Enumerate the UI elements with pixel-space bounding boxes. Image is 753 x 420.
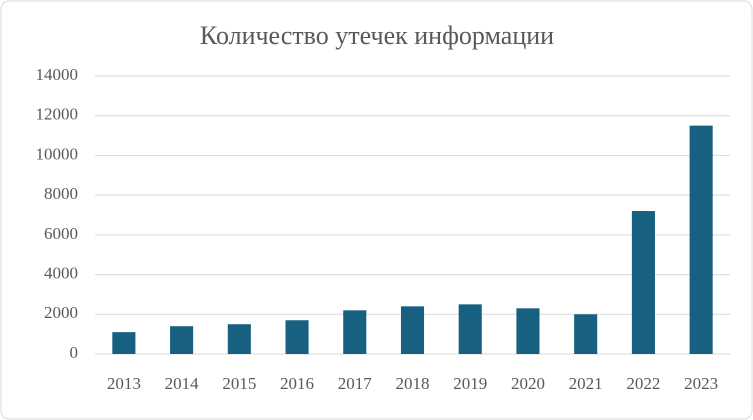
bar: [631, 211, 655, 354]
x-tick-label: 2021: [569, 374, 603, 393]
x-tick-label: 2018: [396, 374, 430, 393]
x-tick-label: 2023: [684, 374, 718, 393]
bar: [458, 304, 482, 354]
y-tick-label: 4000: [44, 263, 78, 282]
x-tick-label: 2022: [626, 374, 660, 393]
y-tick-label: 2000: [44, 303, 78, 322]
bar: [343, 310, 367, 354]
y-tick-label: 6000: [44, 224, 78, 243]
x-tick-label: 2016: [280, 374, 314, 393]
y-tick-label: 10000: [36, 144, 79, 163]
bar: [112, 332, 136, 354]
y-tick-label: 14000: [36, 65, 79, 84]
x-tick-label: 2014: [165, 374, 200, 393]
bar: [689, 125, 713, 355]
bar: [400, 306, 425, 354]
chart-title: Количество утечек информации: [200, 21, 554, 50]
x-tick-label: 2015: [222, 374, 256, 393]
x-tick-label: 2019: [453, 374, 487, 393]
y-tick-label: 12000: [36, 105, 79, 124]
y-tick-label: 0: [70, 343, 79, 362]
bar: [516, 308, 540, 354]
bar: [227, 324, 251, 354]
bar: [170, 326, 194, 354]
bar: [574, 314, 598, 354]
y-tick-label: 8000: [44, 184, 78, 203]
bar: [285, 320, 309, 354]
x-tick-label: 2020: [511, 374, 545, 393]
x-tick-label: 2017: [338, 374, 373, 393]
x-tick-label: 2013: [107, 374, 141, 393]
